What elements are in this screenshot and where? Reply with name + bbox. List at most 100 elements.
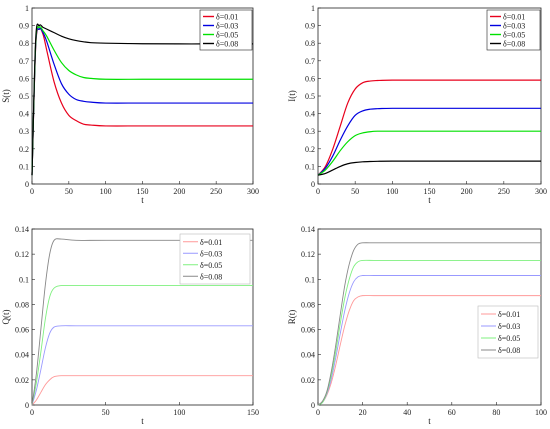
chart-panel-2: 0 50 100 150 200 250 300 0 0.1 0.2 0.3 0.4 0.5 0.6 0.7… [287, 4, 547, 205]
y-tick-label: 0.06 [301, 326, 315, 335]
chart-panel-3: 0 50 100 150 0 0.02 0.04 0.06 0.08 0.1 0.12 0.14 t Q(… [1, 225, 259, 426]
legend: δ=0.01 δ=0.03 δ=0.05 δ=0.08 [179, 233, 251, 285]
x-tick-label: 150 [247, 408, 259, 417]
y-tick-label: 0 [311, 401, 315, 410]
x-tick-label: 0 [316, 187, 320, 196]
y-tick-label: 0.8 [305, 39, 315, 48]
legend-label: δ=0.01 [216, 13, 238, 22]
y-tick-label: 0.1 [19, 162, 29, 171]
legend-label: δ=0.05 [503, 31, 525, 40]
y-tick-label: 0.6 [305, 74, 315, 83]
legend: δ=0.01δ=0.03δ=0.05δ=0.08 [477, 305, 539, 359]
y-tick-label: 0.04 [15, 351, 29, 360]
legend-label: δ=0.05 [216, 31, 238, 40]
x-tick-label: 100 [100, 187, 112, 196]
y-axis-label: Q(t) [1, 310, 11, 325]
legend-label: δ=0.03 [503, 22, 525, 31]
x-tick-label: 100 [535, 408, 547, 417]
y-tick-label: 0.4 [19, 110, 29, 119]
legend: δ=0.01δ=0.03δ=0.05δ=0.08 [486, 9, 541, 51]
x-tick-label: 300 [247, 187, 259, 196]
x-axis-label: t [428, 416, 431, 426]
y-tick-label: 0.3 [305, 127, 315, 136]
x-tick-label: 200 [461, 187, 473, 196]
y-tick-label: 0.06 [15, 326, 29, 335]
x-tick-label: 150 [424, 187, 436, 196]
y-tick-label: 0.12 [301, 250, 315, 259]
y-tick-label: 0.8 [19, 39, 29, 48]
y-tick-label: 0.7 [305, 57, 315, 66]
series-line-1 [31, 375, 253, 406]
legend-label: δ=0.03 [216, 22, 238, 31]
legend-label: δ=0.08 [200, 272, 222, 281]
x-tick-label: 100 [386, 187, 398, 196]
series-line-3 [31, 284, 253, 406]
x-tick-label: 50 [351, 187, 359, 196]
y-tick-label: 0.02 [301, 376, 315, 385]
x-axis-label: t [141, 195, 144, 205]
legend-label: δ=0.03 [200, 249, 222, 258]
x-tick-label: 150 [137, 187, 149, 196]
x-tick-label: 0 [316, 408, 320, 417]
y-tick-label: 0.4 [305, 110, 315, 119]
y-tick-label: 0.2 [19, 145, 29, 154]
y-tick-label: 0.3 [19, 127, 29, 136]
y-tick-label: 0.7 [19, 57, 29, 66]
y-tick-label: 0.1 [19, 275, 29, 284]
y-axis-label: I(t) [287, 90, 297, 102]
y-tick-label: 0 [25, 180, 29, 189]
series-line-2 [317, 274, 541, 406]
x-tick-label: 50 [102, 408, 110, 417]
legend: δ=0.01δ=0.03δ=0.05δ=0.08 [199, 9, 253, 51]
y-tick-label: 0.1 [305, 275, 315, 284]
y-tick-label: 1 [25, 4, 29, 13]
y-tick-label: 0.04 [301, 351, 315, 360]
series-line-4 [317, 160, 541, 176]
y-tick-label: 0.02 [15, 376, 29, 385]
y-tick-label: 0 [311, 180, 315, 189]
legend-label: δ=0.01 [503, 13, 525, 22]
y-tick-label: 0.14 [15, 225, 29, 234]
y-tick-label: 1 [311, 4, 315, 13]
y-tick-label: 0.08 [301, 300, 315, 309]
legend-box [179, 233, 251, 285]
x-tick-label: 20 [359, 408, 367, 417]
x-tick-label: 300 [535, 187, 547, 196]
legend-box [477, 305, 539, 359]
series-line-4 [31, 23, 253, 176]
y-tick-label: 0.1 [305, 162, 315, 171]
y-tick-label: 0.08 [15, 300, 29, 309]
y-tick-label: 0.2 [305, 145, 315, 154]
legend-label: δ=0.08 [216, 40, 238, 49]
x-tick-label: 60 [448, 408, 456, 417]
x-axis-label: t [141, 416, 144, 426]
series-line-2 [317, 107, 541, 176]
y-tick-label: 0.5 [19, 92, 29, 101]
y-axis-label: R(t) [287, 310, 297, 325]
x-tick-label: 0 [30, 408, 34, 417]
y-tick-label: 0.5 [305, 92, 315, 101]
chart-panel-4: 0 20 40 60 80 100 0 0.02 0.04 0.06 0.08 0.1 0.12 0.14… [287, 225, 547, 426]
legend-label: δ=0.01 [200, 238, 222, 247]
series-line-2 [31, 27, 253, 176]
x-tick-label: 80 [492, 408, 500, 417]
series-line-1 [317, 295, 541, 406]
legend-label: δ=0.08 [498, 346, 520, 355]
series-line-1 [317, 79, 541, 176]
y-tick-label: 0.6 [19, 74, 29, 83]
series-line-4 [31, 238, 253, 406]
y-tick-label: 0.14 [301, 225, 315, 234]
series-line-3 [31, 26, 253, 176]
y-tick-label: 0.9 [19, 22, 29, 31]
series-line-2 [31, 325, 253, 406]
legend-label: δ=0.03 [498, 322, 520, 331]
series-line-3 [317, 259, 541, 406]
x-tick-label: 50 [65, 187, 73, 196]
x-tick-label: 40 [403, 408, 411, 417]
y-tick-label: 0 [25, 401, 29, 410]
x-tick-label: 0 [30, 187, 34, 196]
chart-panel-1: 0 50 100 150 200 250 300 0 0.1 0.2 0.3 0.4 0.5 0.6 0.7… [1, 4, 259, 205]
legend-label: δ=0.05 [200, 261, 222, 270]
y-axis-label: S(t) [1, 89, 11, 103]
legend-label: δ=0.08 [503, 40, 525, 49]
